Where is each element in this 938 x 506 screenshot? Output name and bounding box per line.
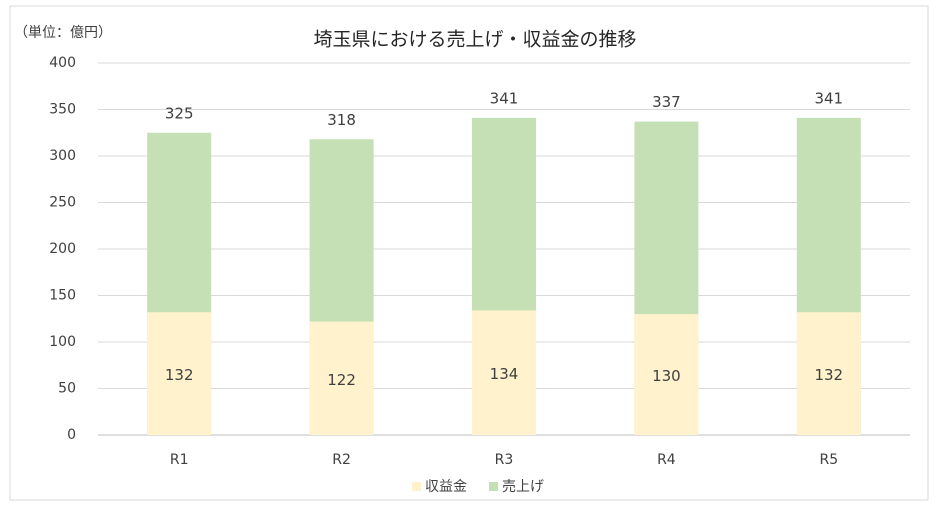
x-tick-label: R4 <box>657 452 676 468</box>
legend-label: 売上げ <box>502 479 544 495</box>
y-tick-label: 350 <box>49 102 76 118</box>
legend-label: 収益金 <box>425 479 467 495</box>
y-tick-label: 50 <box>58 381 76 397</box>
value-label: 132 <box>165 366 194 384</box>
bar <box>472 310 536 435</box>
legend-swatch <box>489 482 498 491</box>
y-tick-label: 100 <box>49 334 76 350</box>
y-tick-label: 250 <box>49 195 76 211</box>
value-label: 325 <box>165 104 194 122</box>
value-label: 132 <box>814 366 843 384</box>
bar <box>147 312 212 435</box>
value-label: 337 <box>652 93 681 111</box>
bar <box>796 312 861 435</box>
chart-title: 埼玉県における売上げ・収益金の推移 <box>313 29 636 51</box>
y-tick-label: 200 <box>49 241 76 257</box>
axis-note: （単位：億円） <box>14 25 112 41</box>
y-tick-label: 150 <box>49 288 76 304</box>
y-tick-label: 0 <box>67 427 76 443</box>
x-tick-label: R5 <box>819 452 838 468</box>
x-tick-label: R3 <box>495 452 514 468</box>
value-label: 130 <box>652 367 681 385</box>
x-tick-label: R2 <box>332 452 351 468</box>
value-label: 341 <box>490 89 519 107</box>
y-tick-label: 400 <box>49 55 76 71</box>
legend-swatch <box>412 482 421 491</box>
value-label: 134 <box>490 365 519 383</box>
y-tick-label: 300 <box>49 148 76 164</box>
value-label: 318 <box>327 111 356 129</box>
bar <box>309 321 374 435</box>
x-tick-label: R1 <box>170 452 189 468</box>
bar <box>634 314 699 435</box>
value-label: 341 <box>814 89 843 107</box>
value-label: 122 <box>327 371 356 389</box>
